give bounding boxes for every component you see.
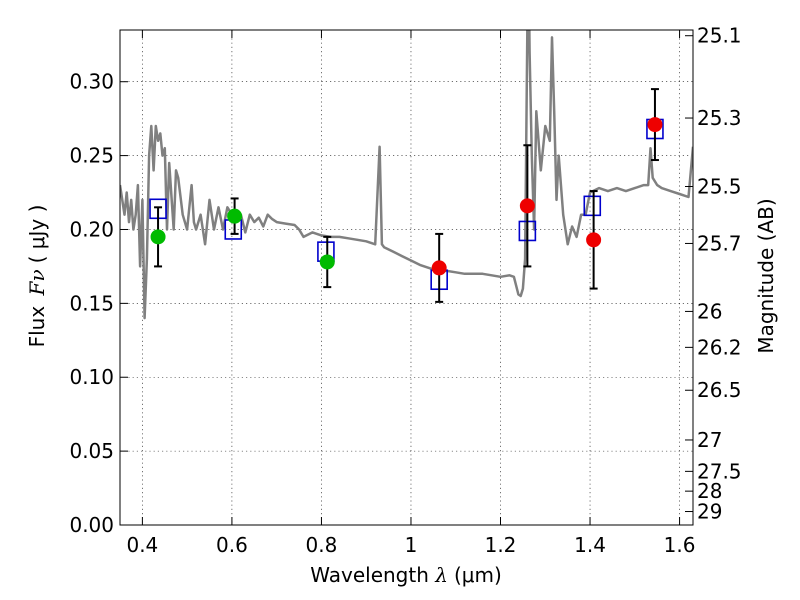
observed-flux-point xyxy=(227,208,243,224)
ticks-layer: 0.4 0.6 0.8 1 1.2 1.4 1.6 0.00 0.05 0.10 0.15 0.20 0… xyxy=(69,24,741,557)
model-photometry-square xyxy=(583,195,602,217)
x-tick-label: 1 xyxy=(405,533,418,557)
observed-flux-point xyxy=(586,232,602,248)
x-tick-label: 0.8 xyxy=(306,533,338,557)
grid-lines xyxy=(120,30,693,526)
points-layer xyxy=(149,88,664,303)
y-tick-label: 0.00 xyxy=(69,513,114,537)
mag-tick-label: 28 xyxy=(697,479,722,503)
x-tick-label: 0.4 xyxy=(126,533,158,557)
observed-flux-point xyxy=(519,198,535,214)
x-tick-label: 0.6 xyxy=(216,533,248,557)
observed-flux-point xyxy=(647,117,663,133)
y-axis-label-prefix: Flux xyxy=(25,299,49,347)
mag-tick-label: 25.1 xyxy=(697,24,742,48)
y-tick-label: 0.30 xyxy=(69,70,114,94)
y-axis-label: Flux Fν ( μJy ) xyxy=(25,205,49,348)
plot-frame xyxy=(119,29,694,526)
mag-tick-label: 27 xyxy=(697,428,722,452)
x-axis-label-prefix: Wavelength xyxy=(310,563,435,587)
mag-tick-label: 29 xyxy=(697,500,722,524)
mag-tick-label: 25.7 xyxy=(697,231,742,255)
observed-flux-point xyxy=(431,260,447,276)
x-tick-label: 1.6 xyxy=(664,533,696,557)
observed-flux-point xyxy=(319,254,335,270)
mag-tick-label: 26 xyxy=(697,299,722,323)
y-tick-label: 0.10 xyxy=(69,365,114,389)
y-tick-label: 0.15 xyxy=(69,291,114,315)
x-axis-label-lambda: λ xyxy=(434,563,448,587)
mag-tick-label: 25.3 xyxy=(697,106,742,130)
x-axis-label: Wavelength λ (μm) xyxy=(310,563,502,587)
mag-tick-label: 27.5 xyxy=(697,459,742,483)
mag-tick-label: 25.5 xyxy=(697,174,742,198)
mag-tick-label: 26.5 xyxy=(697,378,742,402)
y-tick-label: 0.05 xyxy=(69,439,114,463)
right-axis-label: Magnitude (AB) xyxy=(754,198,778,353)
y-axis-label-unit: ( μJy ) xyxy=(25,205,49,264)
x-axis-label-unit: (μm) xyxy=(454,563,502,587)
observed-flux-point xyxy=(150,229,166,245)
x-tick-label: 1.2 xyxy=(485,533,517,557)
y-tick-label: 0.20 xyxy=(69,217,114,241)
y-axis-label-symbol: Fν xyxy=(25,269,49,296)
mag-tick-label: 26.2 xyxy=(697,335,742,359)
y-tick-label: 0.25 xyxy=(69,144,114,168)
x-tick-label: 1.4 xyxy=(574,533,606,557)
spectrum-layer xyxy=(120,30,693,320)
spectrum-line xyxy=(120,30,693,320)
